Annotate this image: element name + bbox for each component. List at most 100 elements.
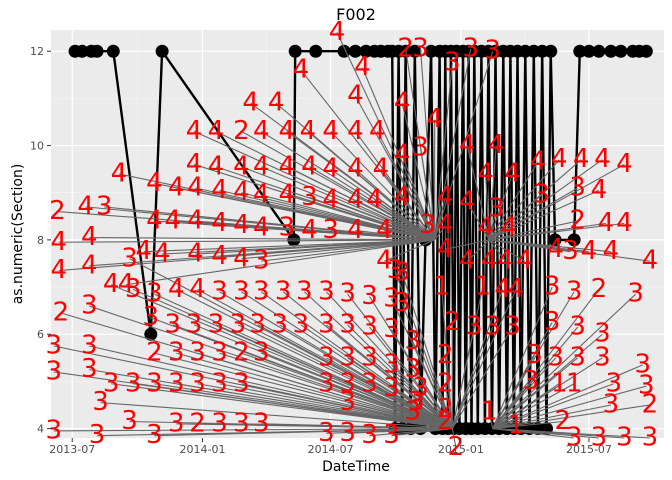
- label-connector: [444, 355, 453, 429]
- label-connector: [434, 51, 494, 241]
- data-label: 4: [547, 234, 564, 264]
- label-connector: [488, 194, 542, 241]
- data-label: 3: [627, 279, 644, 309]
- label-connector: [489, 222, 625, 241]
- data-label: 4: [376, 215, 393, 245]
- data-label: 3: [361, 368, 378, 398]
- data-label: 4: [300, 116, 317, 146]
- data-label: 1: [508, 411, 525, 441]
- label-connector: [415, 402, 453, 430]
- label-connector: [445, 239, 490, 250]
- data-label: 3: [211, 368, 228, 398]
- data-label: 3: [484, 36, 501, 66]
- data-label: 4: [189, 274, 206, 304]
- data-label: 4: [551, 144, 568, 174]
- data-label: 3: [616, 423, 633, 453]
- x-tick-label: 2013-07: [49, 443, 95, 456]
- x-tick-label: 2014-07: [308, 443, 354, 456]
- data-label: 3: [339, 279, 356, 309]
- label-connector: [195, 239, 435, 255]
- data-label: 3: [271, 309, 288, 339]
- data-label: 4: [233, 151, 250, 181]
- data-label: 4: [233, 210, 250, 240]
- data-label: 4: [187, 206, 204, 236]
- label-connector: [485, 227, 490, 241]
- data-label: 2: [53, 298, 70, 328]
- data-label: 3: [466, 312, 483, 342]
- label-connector: [241, 239, 435, 260]
- label-connector: [492, 425, 517, 430]
- data-label: 4: [168, 274, 185, 304]
- data-label: 4: [233, 177, 250, 207]
- label-connector: [384, 229, 435, 241]
- label-connector: [197, 352, 453, 430]
- label-connector: [489, 239, 650, 262]
- data-label: 4: [164, 206, 181, 236]
- data-label: 3: [168, 338, 185, 368]
- data-label: 3: [146, 420, 163, 450]
- data-label: 2: [437, 368, 454, 398]
- data-label: 4: [598, 208, 615, 238]
- data-label: 3: [605, 368, 622, 398]
- label-connector: [241, 130, 435, 241]
- data-label: 3: [230, 309, 247, 339]
- data-point: [573, 44, 587, 58]
- label-connector: [451, 428, 457, 448]
- data-label: 2: [397, 33, 414, 63]
- label-connector: [355, 229, 435, 241]
- data-label: 3: [361, 312, 378, 342]
- label-connector: [219, 291, 453, 430]
- data-label: 3: [146, 279, 163, 309]
- data-label: 3: [253, 276, 270, 306]
- data-label: 4: [347, 154, 364, 184]
- label-connector: [330, 199, 435, 241]
- label-connector: [401, 303, 453, 429]
- label-connector: [444, 409, 453, 429]
- data-label: 3: [81, 290, 98, 320]
- label-connector: [492, 385, 647, 430]
- data-label: 3: [189, 338, 206, 368]
- data-label: 4: [118, 269, 135, 299]
- data-label: 4: [573, 144, 590, 174]
- data-label: 4: [146, 168, 163, 198]
- data-label: 3: [383, 314, 400, 344]
- data-label: 3: [81, 331, 98, 361]
- label-connector: [492, 383, 560, 430]
- label-connector: [286, 130, 435, 241]
- data-label: 2: [642, 389, 659, 419]
- data-label: 4: [394, 88, 411, 118]
- data-label: 3: [569, 342, 586, 372]
- data-label: 4: [459, 130, 476, 160]
- data-label: 3: [569, 173, 586, 203]
- label-connector: [488, 159, 560, 241]
- label-connector: [394, 270, 453, 429]
- data-label: 3: [211, 408, 228, 438]
- data-label: 3: [146, 368, 163, 398]
- data-label: 1: [551, 368, 568, 398]
- data-label: 4: [322, 116, 339, 146]
- data-label: 2: [189, 408, 206, 438]
- data-label: 1: [433, 272, 450, 302]
- data-label: 3: [547, 342, 564, 372]
- data-label: 3: [233, 368, 250, 398]
- label-connector: [369, 357, 453, 429]
- data-label: 3: [523, 366, 540, 396]
- data-label: 3: [46, 331, 63, 361]
- x-tick-label: 2014-01: [179, 443, 225, 456]
- data-label: 4: [394, 139, 411, 169]
- label-connector: [488, 159, 603, 241]
- data-label: 3: [278, 213, 295, 243]
- label-connector: [347, 402, 453, 430]
- data-point: [155, 44, 169, 58]
- data-label: 3: [361, 281, 378, 311]
- data-label: 3: [504, 312, 521, 342]
- data-label: 4: [376, 246, 393, 276]
- label-connector: [492, 357, 578, 429]
- data-label: 3: [103, 368, 120, 398]
- label-connector: [89, 345, 453, 430]
- data-label: 3: [603, 389, 620, 419]
- data-label: 3: [89, 420, 106, 450]
- label-connector: [154, 428, 453, 437]
- label-connector: [492, 293, 637, 429]
